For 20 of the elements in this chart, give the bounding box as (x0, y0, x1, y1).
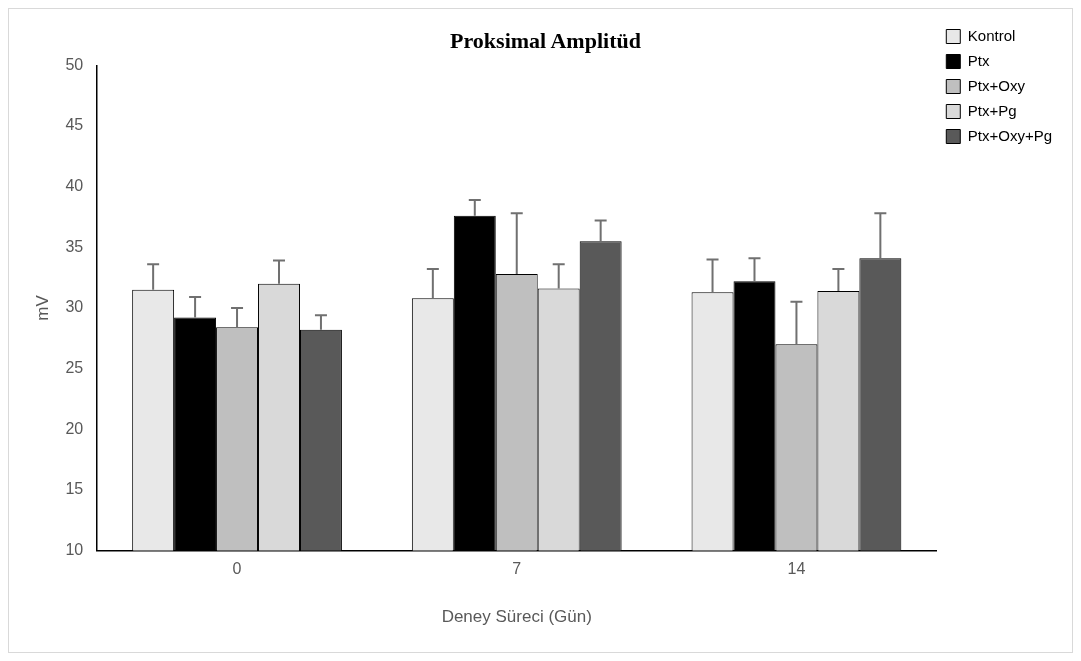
y-tick-label: 35 (65, 237, 84, 255)
legend-label: Ptx+Pg (967, 101, 1017, 119)
x-tick-label: 14 (787, 560, 806, 578)
x-tick-label: 0 (232, 560, 242, 578)
y-tick-label: 50 (65, 55, 84, 73)
y-tick-label: 20 (65, 419, 84, 437)
x-tick-label: 7 (512, 560, 522, 578)
legend-label: Kontrol (967, 26, 1016, 44)
legend-label: Ptx+Oxy (967, 76, 1026, 94)
y-tick-label: 30 (65, 298, 84, 316)
y-tick-label: 45 (65, 116, 84, 134)
legend-label: Ptx (967, 51, 990, 69)
y-axis-title: mV (32, 294, 52, 321)
chart-title: Proksimal Amplitüd (450, 27, 641, 53)
y-tick-label: 10 (65, 540, 84, 558)
y-tick-label: 40 (65, 177, 84, 195)
legend-label: Ptx+Oxy+Pg (967, 126, 1053, 144)
y-tick-label: 15 (65, 480, 84, 498)
y-tick-label: 25 (65, 358, 84, 376)
x-axis-title: Deney Süreci (Gün) (441, 607, 592, 627)
